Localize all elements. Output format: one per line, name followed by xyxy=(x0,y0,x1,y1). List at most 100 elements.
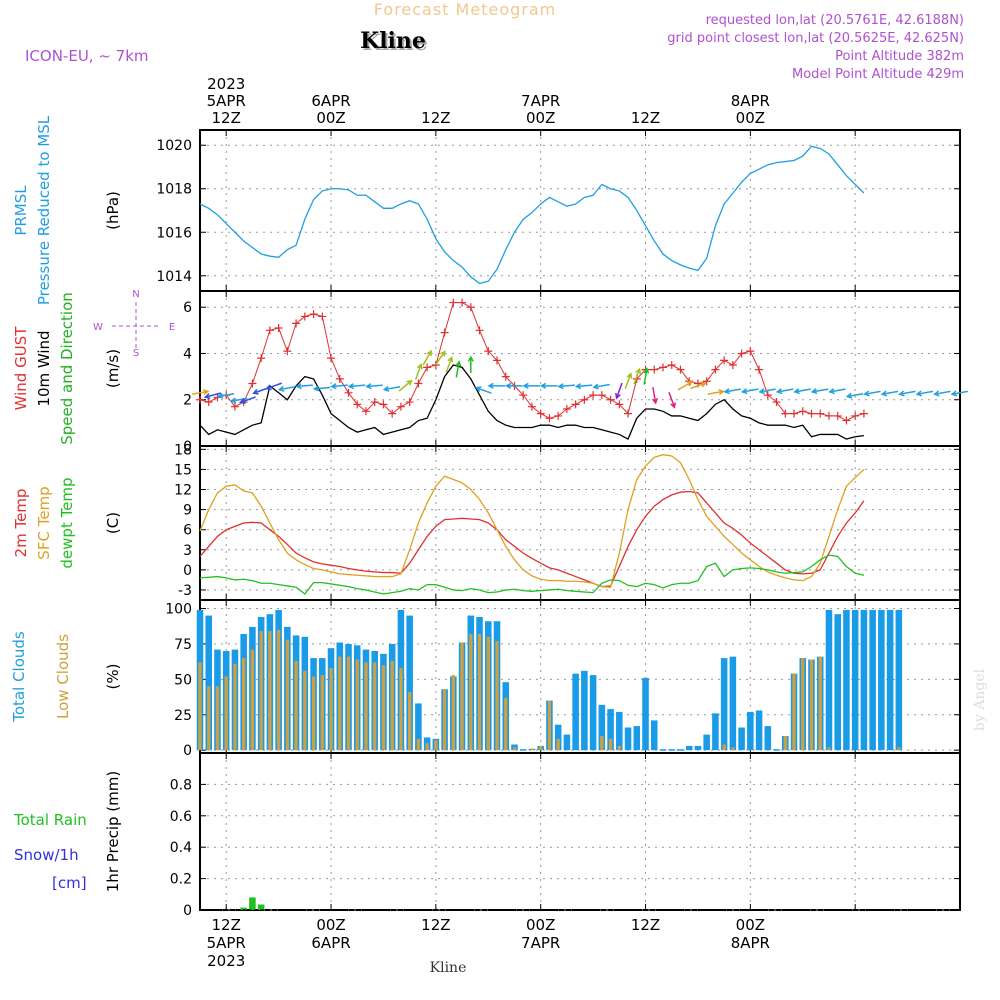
gust-marker xyxy=(353,400,362,409)
top-time-label: 00Z xyxy=(316,109,345,127)
wind-direction-arrow xyxy=(740,388,759,395)
y-tick-label: 1016 xyxy=(156,225,192,241)
gust-marker xyxy=(458,298,467,307)
compass-w: W xyxy=(93,322,103,333)
total-cloud-bar xyxy=(825,609,833,751)
y-axis-label: 1hr Precip (mm) xyxy=(104,771,122,892)
low-cloud-bar xyxy=(460,642,464,751)
series-label: 2m Temp xyxy=(12,489,30,558)
wind-direction-arrow xyxy=(643,367,650,385)
series-label: PRMSL xyxy=(12,185,30,236)
low-cloud-bar xyxy=(897,747,901,751)
y-axis-label: (hPa) xyxy=(104,191,122,230)
wind-direction-arrow xyxy=(668,391,676,409)
wind-direction-arrow xyxy=(723,388,741,395)
model-altitude: Model Point Altitude 429m xyxy=(792,67,964,82)
requested-coords: requested lon,lat (20.5761E, 42.6188N) xyxy=(706,13,964,28)
series-line xyxy=(199,554,865,595)
series-label: [cm] xyxy=(52,874,87,892)
wind-direction-arrow xyxy=(435,350,446,366)
gust-marker xyxy=(859,409,868,418)
total-cloud-bar xyxy=(720,658,728,751)
rain-bar xyxy=(249,897,256,910)
y-tick-label: 4 xyxy=(183,346,192,362)
gust-marker xyxy=(475,326,484,335)
bottom-time-label: 8APR xyxy=(731,934,770,952)
low-cloud-bar xyxy=(469,634,473,751)
low-cloud-bar xyxy=(792,673,796,751)
gust-marker xyxy=(781,409,790,418)
wind-direction-arrow xyxy=(810,388,829,395)
top-time-label: 12Z xyxy=(212,109,241,127)
gust-marker xyxy=(650,365,659,374)
wind-direction-arrow xyxy=(398,379,413,392)
wind-direction-arrow xyxy=(898,390,916,397)
wind-direction-arrow xyxy=(828,388,846,395)
wind-direction-arrow xyxy=(539,382,558,389)
wind-direction-arrow xyxy=(880,390,899,397)
low-cloud-bar xyxy=(818,656,822,751)
model-name: ICON-EU, ~ 7km xyxy=(25,47,149,65)
panel-pressure: 1014 1016 1018 1020 (hPa) PRMSL Pressure Reduc… xyxy=(12,115,961,305)
gust-marker xyxy=(449,298,458,307)
total-cloud-bar xyxy=(677,749,684,751)
wind-direction-arrow xyxy=(522,382,540,389)
low-cloud-bar xyxy=(617,745,621,751)
wind-direction-arrow xyxy=(474,386,492,394)
wind-direction-arrow xyxy=(312,385,331,392)
series-label: Low Clouds xyxy=(54,634,72,719)
gust-marker xyxy=(527,402,536,411)
gust-marker xyxy=(274,324,283,333)
low-cloud-bar xyxy=(504,697,508,751)
gust-marker xyxy=(842,416,851,425)
gust-marker xyxy=(624,409,633,418)
low-cloud-bar xyxy=(801,658,805,751)
gust-marker xyxy=(763,391,772,400)
compass-rose: N S W E xyxy=(93,289,175,359)
meteogram-subtitle: Forecast Meteogram xyxy=(374,0,556,19)
y-tick-label: 6 xyxy=(183,300,192,316)
low-cloud-bar xyxy=(783,736,787,751)
total-cloud-bar xyxy=(415,703,422,751)
y-tick-label: 0.6 xyxy=(170,809,192,825)
panel-temperature: -3 0 3 6 9 12 15 18 (C) 2m Temp SFC Temp dewpt Temp xyxy=(12,442,961,601)
y-tick-label: 0.8 xyxy=(170,777,192,793)
wind-direction-arrow xyxy=(229,397,248,404)
bottom-time-label: 12Z xyxy=(631,916,660,934)
gust-marker xyxy=(667,361,676,370)
y-tick-label: 0 xyxy=(183,743,192,759)
low-cloud-bar xyxy=(320,675,324,751)
gust-marker xyxy=(580,395,589,404)
wind-direction-arrow xyxy=(707,389,725,396)
low-cloud-bar xyxy=(512,747,517,751)
gust-marker xyxy=(379,400,388,409)
total-cloud-bar xyxy=(659,749,667,751)
gust-marker xyxy=(755,365,764,374)
gust-marker xyxy=(484,347,493,356)
low-cloud-bar xyxy=(600,736,604,751)
low-cloud-bar xyxy=(530,748,534,751)
y-axis-label: (m/s) xyxy=(104,349,122,388)
gust-marker xyxy=(851,411,860,420)
gust-marker xyxy=(589,391,598,400)
low-cloud-bar xyxy=(364,662,368,751)
top-time-label: 00Z xyxy=(736,109,765,127)
low-cloud-bar xyxy=(329,668,333,751)
total-cloud-bar xyxy=(668,749,675,751)
gust-marker xyxy=(501,372,510,381)
total-cloud-bar xyxy=(729,656,737,751)
low-cloud-bar xyxy=(495,641,499,751)
low-cloud-bar xyxy=(311,676,316,751)
location-title: Kline xyxy=(362,30,428,56)
y-tick-label: 0 xyxy=(183,903,192,919)
compass-e: E xyxy=(169,322,175,333)
gust-marker xyxy=(519,391,528,400)
series-label: SFC Temp xyxy=(35,486,53,559)
low-cloud-bar xyxy=(608,738,613,751)
wind-direction-arrow xyxy=(557,383,575,390)
wind-direction-arrow xyxy=(845,392,864,399)
panel-wind: 0 2 4 6 (m/s) Wind GUST 10m Wind Speed and Dire… xyxy=(12,289,969,455)
y-tick-label: 18 xyxy=(174,442,192,458)
top-time-label: 00Z xyxy=(526,109,555,127)
gust-marker xyxy=(257,354,266,363)
